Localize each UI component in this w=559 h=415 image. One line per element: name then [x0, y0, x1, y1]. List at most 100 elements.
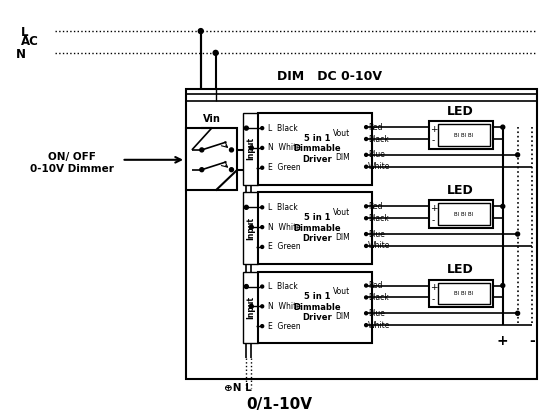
Text: LED: LED	[447, 105, 474, 118]
Text: L: L	[21, 26, 29, 39]
Circle shape	[515, 311, 520, 315]
Circle shape	[364, 205, 368, 208]
Circle shape	[230, 148, 234, 152]
Circle shape	[364, 244, 368, 247]
Circle shape	[364, 126, 368, 129]
Text: DIM: DIM	[335, 232, 350, 242]
Text: E  Green: E Green	[268, 163, 301, 172]
Circle shape	[230, 168, 234, 172]
Text: Input: Input	[247, 296, 255, 319]
Text: Vout: Vout	[333, 208, 350, 217]
Circle shape	[364, 232, 368, 236]
Text: Vin: Vin	[203, 114, 221, 124]
Text: BI BI BI: BI BI BI	[454, 291, 473, 296]
Text: White: White	[368, 162, 391, 171]
Circle shape	[364, 312, 368, 315]
Text: 5 in 1
Dimmable
Driver: 5 in 1 Dimmable Driver	[293, 213, 341, 243]
Text: ON/ OFF
0-10V Dimmer: ON/ OFF 0-10V Dimmer	[30, 152, 114, 173]
Circle shape	[249, 146, 253, 150]
Circle shape	[260, 325, 264, 327]
Text: 5 in 1
Dimmable
Driver: 5 in 1 Dimmable Driver	[293, 134, 341, 164]
Bar	[243, 113, 258, 185]
Circle shape	[364, 324, 368, 327]
Circle shape	[198, 29, 203, 34]
Text: ⊕N L: ⊕N L	[224, 383, 252, 393]
Text: DIM   DC 0-10V: DIM DC 0-10V	[277, 70, 382, 83]
Circle shape	[501, 125, 505, 129]
Text: Vout: Vout	[333, 287, 350, 296]
Text: AC: AC	[21, 35, 39, 49]
Circle shape	[244, 126, 248, 130]
Circle shape	[260, 226, 264, 229]
Circle shape	[260, 127, 264, 129]
Bar	[258, 272, 372, 343]
Text: BI BI BI: BI BI BI	[454, 212, 473, 217]
Text: White: White	[368, 242, 391, 250]
Text: Blue: Blue	[368, 309, 385, 318]
Circle shape	[515, 153, 520, 157]
Text: Input: Input	[247, 217, 255, 239]
Circle shape	[364, 154, 368, 156]
Text: -: -	[432, 137, 435, 146]
Bar	[258, 193, 372, 264]
Text: Red: Red	[368, 202, 382, 211]
Text: Vout: Vout	[333, 129, 350, 137]
Text: LED: LED	[447, 184, 474, 197]
Text: DIM: DIM	[335, 312, 350, 321]
Bar	[429, 280, 493, 308]
Circle shape	[364, 217, 368, 220]
Text: 5 in 1
Dimmable
Driver: 5 in 1 Dimmable Driver	[293, 293, 341, 322]
Bar	[429, 200, 493, 228]
Circle shape	[364, 296, 368, 299]
Circle shape	[249, 225, 253, 229]
Circle shape	[260, 305, 264, 308]
Bar	[243, 193, 258, 264]
Bar	[438, 283, 490, 304]
Text: +: +	[497, 334, 509, 348]
Circle shape	[260, 245, 264, 249]
Text: N  White: N White	[268, 302, 301, 311]
Text: N  White: N White	[268, 222, 301, 232]
Bar	[438, 203, 490, 225]
Circle shape	[260, 146, 264, 149]
Bar	[186, 88, 537, 378]
Bar	[438, 124, 490, 146]
Text: Red: Red	[368, 281, 382, 290]
Circle shape	[244, 205, 248, 209]
Bar	[186, 128, 238, 190]
Circle shape	[364, 137, 368, 141]
Circle shape	[200, 148, 204, 152]
Text: Input: Input	[247, 137, 255, 161]
Text: Blue: Blue	[368, 229, 385, 239]
Circle shape	[260, 206, 264, 209]
Circle shape	[213, 50, 218, 55]
Circle shape	[244, 285, 248, 288]
Text: E  Green: E Green	[268, 242, 301, 251]
Text: Red: Red	[368, 122, 382, 132]
Circle shape	[260, 285, 264, 288]
Circle shape	[260, 166, 264, 169]
Bar	[243, 272, 258, 343]
Text: Blue: Blue	[368, 150, 385, 159]
Circle shape	[501, 204, 505, 208]
Text: +: +	[430, 124, 437, 134]
Bar	[429, 121, 493, 149]
Bar	[258, 113, 372, 185]
Text: 0/1-10V: 0/1-10V	[247, 397, 312, 412]
Circle shape	[364, 165, 368, 168]
Text: L  Black: L Black	[268, 124, 298, 133]
Text: Black: Black	[368, 134, 389, 144]
Circle shape	[515, 232, 520, 236]
Text: -: -	[432, 295, 435, 304]
Text: LED: LED	[447, 263, 474, 276]
Text: L  Black: L Black	[268, 282, 298, 291]
Circle shape	[200, 168, 204, 172]
Circle shape	[501, 283, 505, 288]
Text: BI BI BI: BI BI BI	[454, 132, 473, 137]
Text: Black: Black	[368, 293, 389, 302]
Text: +: +	[430, 283, 437, 292]
Text: -: -	[529, 334, 536, 348]
Text: N: N	[16, 49, 26, 61]
Text: White: White	[368, 321, 391, 330]
Text: Black: Black	[368, 214, 389, 223]
